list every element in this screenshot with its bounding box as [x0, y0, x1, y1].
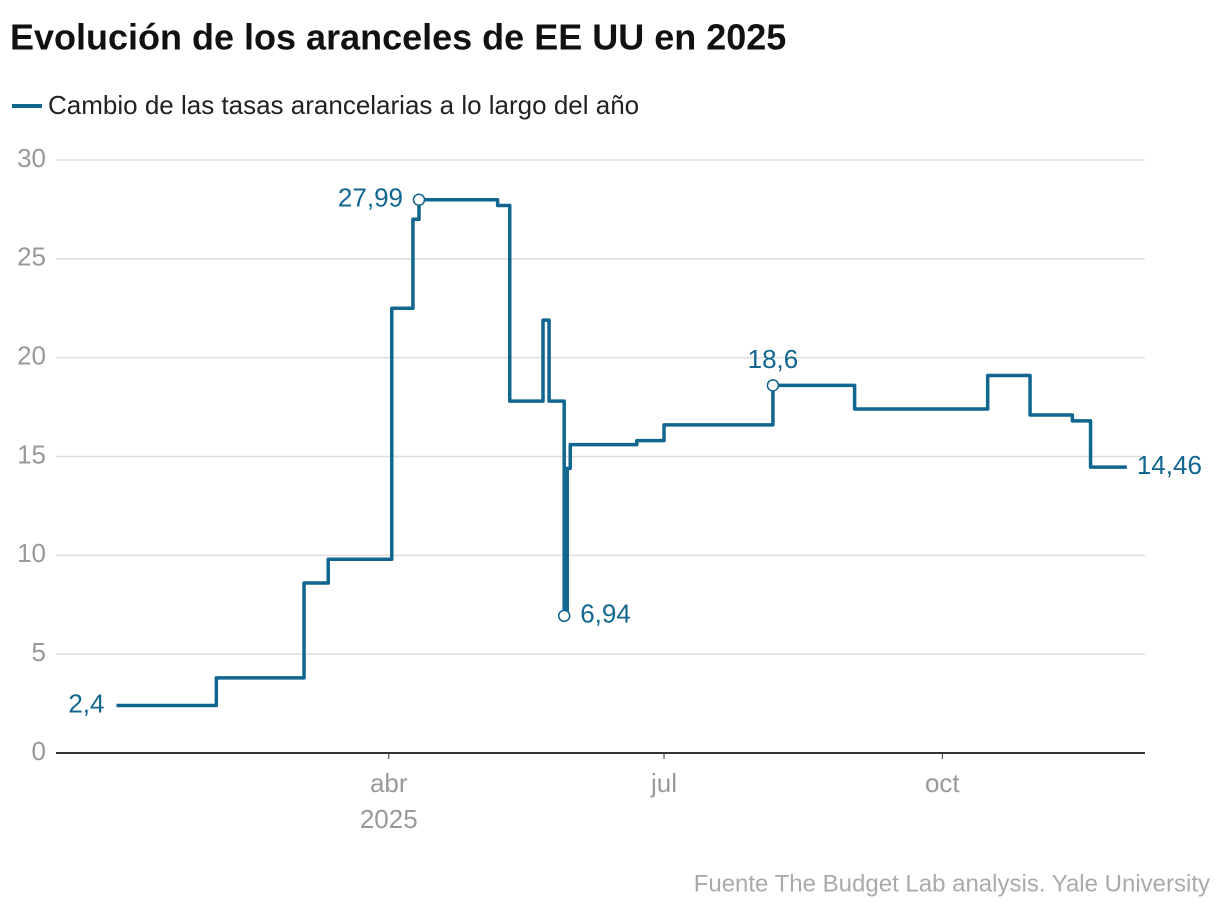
y-tick-label: 25: [17, 242, 46, 272]
data-label: 6,94: [580, 599, 631, 629]
data-label: 2,4: [68, 688, 104, 718]
point-marker: [412, 193, 426, 206]
x-tick-label: oct: [925, 768, 960, 798]
data-label: 18,6: [748, 344, 799, 374]
y-tick-label: 30: [17, 143, 46, 173]
y-tick-label: 0: [32, 736, 46, 766]
point-marker: [766, 379, 780, 392]
x-year-label: 2025: [360, 804, 418, 834]
chart-title: Evolución de los aranceles de EE UU en 2…: [10, 17, 786, 58]
source: Fuente The Budget Lab analysis. Yale Uni…: [694, 870, 1210, 897]
y-tick-label: 20: [17, 341, 46, 371]
legend-label: Cambio de las tasas arancelarias a lo la…: [48, 90, 639, 120]
x-tick-label: jul: [650, 768, 677, 798]
y-tick-label: 10: [17, 538, 46, 568]
y-tick-label: 15: [17, 439, 46, 469]
line: [116, 197, 1127, 708]
data-label: 27,99: [338, 183, 403, 213]
y-tick-label: 5: [32, 637, 46, 667]
point-marker: [557, 609, 571, 623]
data-label: 14,46: [1137, 450, 1202, 480]
x-tick-label: abr: [370, 768, 408, 798]
